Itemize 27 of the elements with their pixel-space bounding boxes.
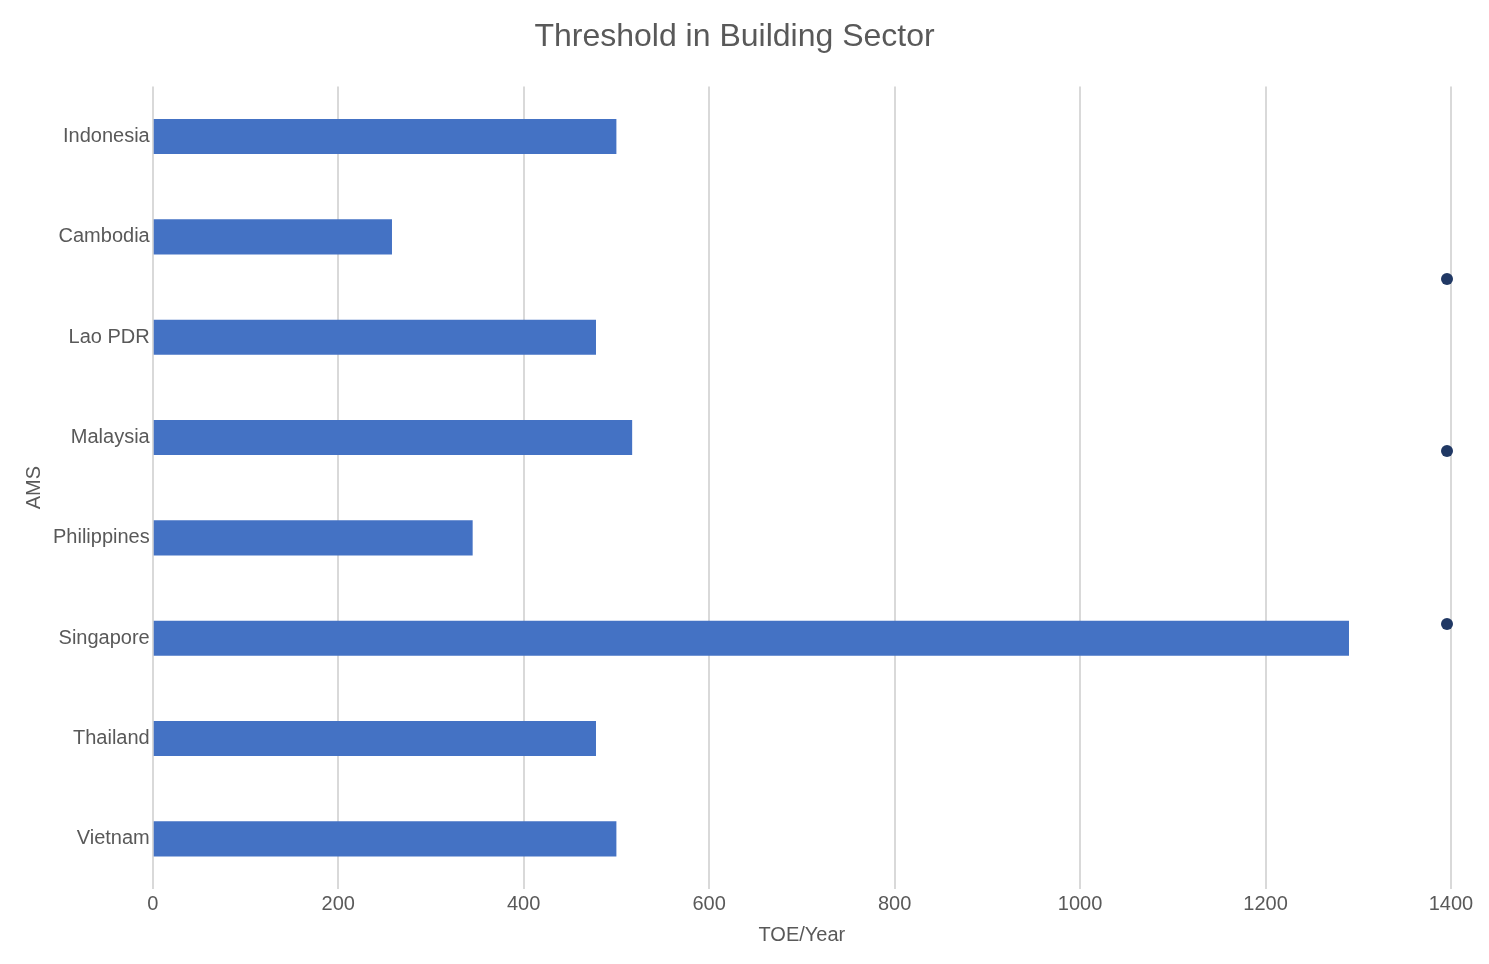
bar (153, 520, 473, 556)
bar (153, 319, 596, 355)
x-tick-label: 200 (321, 891, 355, 914)
bar (153, 620, 1349, 656)
bar (153, 219, 392, 255)
x-tick-label: 1000 (1057, 891, 1103, 914)
y-axis-title: AMS (21, 466, 44, 510)
x-tick-label: 400 (506, 891, 541, 914)
y-tick-label: Singapore (58, 625, 150, 648)
x-axis-title: TOE/Year (758, 922, 846, 945)
y-tick-label: Thailand (73, 726, 150, 749)
bar (153, 419, 633, 456)
y-tick-label: Lao PDR (68, 324, 150, 347)
x-tick-label: 1200 (1243, 891, 1288, 914)
bar (153, 119, 617, 155)
y-tick-label: Indonesia (62, 124, 151, 147)
x-tick-label: 600 (692, 891, 726, 914)
y-tick-label: Cambodia (58, 224, 151, 247)
x-tick-label: 0 (147, 891, 159, 914)
y-tick-label: Philippines (52, 525, 150, 548)
y-tick-label: Malaysia (70, 425, 151, 448)
x-tick-label: 1400 (1428, 891, 1474, 914)
bar (153, 720, 596, 757)
y-tick-label: Vietnam (76, 826, 150, 849)
chart-title: Threshold in Building Sector (534, 17, 935, 54)
bar (153, 821, 617, 857)
x-tick-label: 800 (877, 891, 912, 914)
